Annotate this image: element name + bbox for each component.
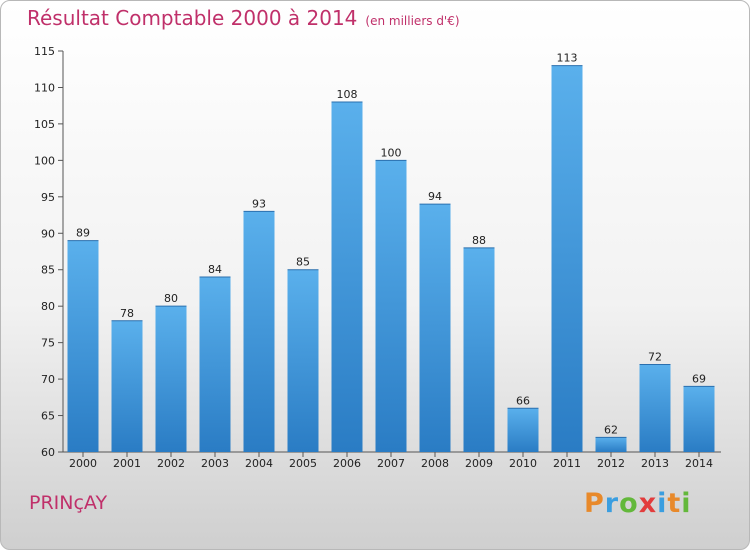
x-tick-label-2009: 2009 — [465, 457, 493, 470]
y-tick-label: 65 — [41, 410, 55, 423]
data-label-2012: 62 — [604, 423, 618, 436]
x-tick-label-2013: 2013 — [641, 457, 669, 470]
y-tick-label: 70 — [41, 373, 55, 386]
logo-letter: i — [681, 488, 692, 519]
data-label-2011: 113 — [557, 52, 578, 65]
y-tick-label: 115 — [34, 45, 55, 58]
bar-2010 — [507, 408, 539, 452]
x-tick-label-2000: 2000 — [69, 457, 97, 470]
data-label-2007: 100 — [381, 146, 402, 159]
x-tick-label-2008: 2008 — [421, 457, 449, 470]
bar-2002 — [155, 306, 187, 452]
logo-letter: i — [657, 488, 668, 519]
data-label-2000: 89 — [76, 227, 90, 240]
x-tick-label-2014: 2014 — [685, 457, 713, 470]
chart-title: Résultat Comptable 2000 à 2014 (en millie… — [27, 6, 460, 30]
y-tick-label: 60 — [41, 446, 55, 459]
data-label-2004: 93 — [252, 197, 266, 210]
y-tick-label: 100 — [34, 154, 55, 167]
x-tick-label-2002: 2002 — [157, 457, 185, 470]
data-label-2013: 72 — [648, 351, 662, 364]
x-tick-label-2010: 2010 — [509, 457, 537, 470]
y-tick-label: 90 — [41, 227, 55, 240]
bar-2008 — [419, 204, 451, 452]
y-tick-label: 105 — [34, 118, 55, 131]
bar-2000 — [67, 240, 99, 452]
logo-letter: t — [667, 488, 682, 519]
bar-2014 — [683, 386, 715, 452]
bar-2013 — [639, 364, 671, 452]
x-tick-label-2003: 2003 — [201, 457, 229, 470]
data-label-2008: 94 — [428, 190, 442, 203]
data-label-2003: 84 — [208, 263, 222, 276]
data-label-2005: 85 — [296, 256, 310, 269]
logo-letter: P — [584, 488, 605, 519]
data-label-2006: 108 — [337, 88, 358, 101]
chart-subtitle: (en milliers d'€) — [365, 14, 460, 28]
logo-letter: o — [619, 488, 639, 519]
chart-title-text: Résultat Comptable 2000 à 2014 — [27, 6, 358, 30]
x-tick-label-2012: 2012 — [597, 457, 625, 470]
x-tick-label-2001: 2001 — [113, 457, 141, 470]
bar-2004 — [243, 211, 275, 452]
bar-2001 — [111, 320, 143, 452]
logo-letter: r — [604, 488, 620, 519]
x-tick-label-2006: 2006 — [333, 457, 361, 470]
y-tick-label: 110 — [34, 81, 55, 94]
bar-2006 — [331, 102, 363, 452]
x-tick-label-2005: 2005 — [289, 457, 317, 470]
x-tick-label-2007: 2007 — [377, 457, 405, 470]
data-label-2009: 88 — [472, 234, 486, 247]
bar-2005 — [287, 269, 319, 452]
bar-2003 — [199, 277, 231, 452]
bar-2007 — [375, 160, 407, 452]
proxiti-logo: Proxiti — [584, 488, 692, 519]
x-tick-label-2011: 2011 — [553, 457, 581, 470]
y-tick-label: 95 — [41, 191, 55, 204]
data-label-2002: 80 — [164, 292, 178, 305]
y-tick-label: 75 — [41, 337, 55, 350]
data-label-2014: 69 — [692, 372, 706, 385]
logo-letter: x — [638, 488, 658, 519]
data-label-2001: 78 — [120, 307, 134, 320]
bar-2011 — [551, 65, 583, 452]
town-name: PRINçAY — [29, 492, 108, 514]
bar-2009 — [463, 247, 495, 452]
y-tick-label: 80 — [41, 300, 55, 313]
data-label-2010: 66 — [516, 394, 530, 407]
y-tick-label: 85 — [41, 264, 55, 277]
x-tick-label-2004: 2004 — [245, 457, 273, 470]
bar-2012 — [595, 437, 627, 452]
